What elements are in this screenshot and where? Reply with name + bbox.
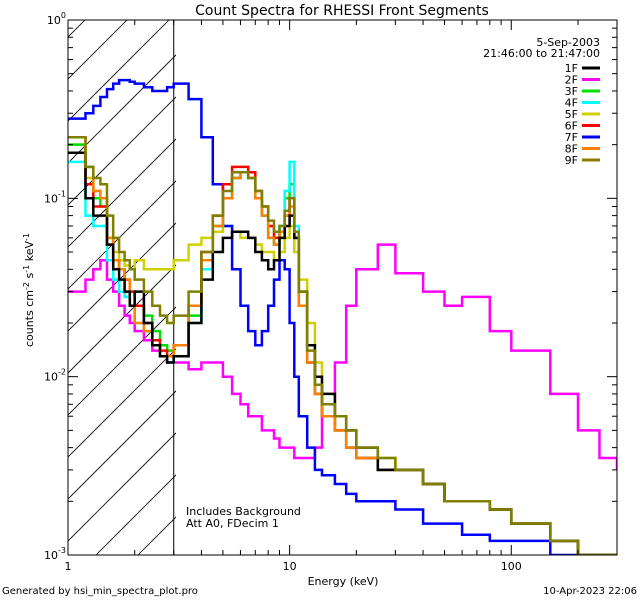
y-axis-label: counts cm-2 s-1 keV-1 xyxy=(22,233,36,347)
axis-ticks xyxy=(67,20,618,556)
hatch-line xyxy=(68,264,176,374)
series-line-9F xyxy=(68,136,617,555)
x-axis-label: Energy (keV) xyxy=(308,575,379,588)
hatch-line xyxy=(68,432,176,542)
series-line-7F xyxy=(68,78,617,555)
y-tick-label: 100 xyxy=(47,11,66,27)
date-label: 5-Sep-2003 xyxy=(536,36,600,49)
legend-label-6F: 6F xyxy=(565,120,578,133)
legend-label-7F: 7F xyxy=(565,131,578,144)
x-tick-label: 10 xyxy=(283,560,297,573)
y-tick-label: 10-1 xyxy=(44,189,66,205)
hatch-line xyxy=(68,180,176,290)
legend-label-9F: 9F xyxy=(565,154,578,167)
series-line-2F xyxy=(68,243,617,470)
x-tick-label: 100 xyxy=(501,560,522,573)
legend-label-4F: 4F xyxy=(565,97,578,110)
legend-label-1F: 1F xyxy=(565,62,578,75)
series-line-1F xyxy=(68,151,617,555)
series-line-8F xyxy=(68,136,617,555)
hatched-region xyxy=(68,20,176,555)
time-range-label: 21:46:00 to 21:47:00 xyxy=(483,47,600,60)
x-tick-labels: 1 10 100 xyxy=(65,560,522,573)
series-line-4F xyxy=(68,160,617,555)
annotation-background: Includes Background xyxy=(186,505,301,518)
annotation-attenuator: Att A0, FDecim 1 xyxy=(186,517,279,530)
y-tick-label: 10-2 xyxy=(44,368,66,384)
x-tick-label: 1 xyxy=(65,560,72,573)
y-tick-label: 10-3 xyxy=(44,546,66,562)
hatch-line xyxy=(68,306,176,416)
legend-label-5F: 5F xyxy=(565,108,578,121)
series-line-6F xyxy=(68,151,617,555)
footer-timestamp: 10-Apr-2023 22:06 xyxy=(543,586,637,597)
legend-label-3F: 3F xyxy=(565,85,578,98)
chart-title: Count Spectra for RHESSI Front Segments xyxy=(195,3,489,19)
hatch-line xyxy=(68,390,176,500)
plot-frame xyxy=(67,19,618,556)
hatch-line xyxy=(68,20,170,122)
legend-label-8F: 8F xyxy=(565,143,578,156)
legend-label-2F: 2F xyxy=(565,74,578,87)
y-tick-labels: 100 10-1 10-2 10-3 xyxy=(44,11,66,562)
hatch-line xyxy=(68,138,176,248)
series-lines xyxy=(68,78,617,555)
footer-generated-by: Generated by hsi_min_spectra_plot.pro xyxy=(2,586,198,597)
